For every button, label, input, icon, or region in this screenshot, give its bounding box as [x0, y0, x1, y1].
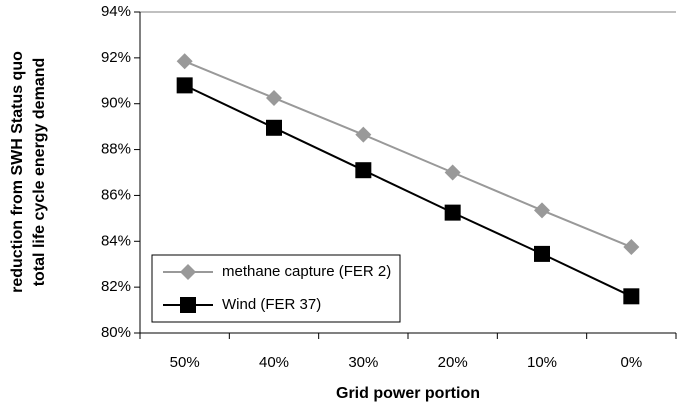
x-tick-label: 20%	[438, 354, 468, 371]
data-point	[623, 239, 640, 256]
data-point	[444, 164, 461, 181]
x-tick-label: 30%	[348, 354, 378, 371]
series-line	[184, 84, 632, 298]
y-tick-label: 92%	[101, 49, 131, 66]
x-tick-label: 40%	[259, 354, 289, 371]
x-axis-title: Grid power portion	[336, 385, 480, 402]
x-tick-label: 50%	[170, 354, 200, 371]
series-line	[184, 60, 632, 248]
y-tick-label: 80%	[101, 324, 131, 341]
data-point	[355, 126, 372, 143]
data-point	[176, 77, 193, 94]
y-tick-label: 88%	[101, 141, 131, 158]
y-tick-label: 82%	[101, 278, 131, 295]
data-point	[623, 288, 640, 305]
y-tick-label: 94%	[101, 3, 131, 20]
y-tick-label: 90%	[101, 95, 131, 112]
legend-label: Wind (FER 37)	[222, 296, 321, 313]
data-point	[176, 53, 193, 70]
data-point	[444, 204, 461, 221]
x-tick-label: 0%	[620, 354, 642, 371]
y-axis-title: total life cycle energy demand	[31, 58, 48, 287]
y-tick-label: 86%	[101, 186, 131, 203]
data-point	[534, 245, 550, 262]
data-point	[266, 119, 282, 136]
y-axis-title: reduction from SWH Status quo	[9, 51, 26, 293]
y-tick-label: 84%	[101, 232, 131, 249]
x-tick-label: 10%	[527, 354, 557, 371]
data-point	[534, 202, 550, 219]
legend-marker	[180, 297, 196, 313]
legend-label: methane capture (FER 2)	[222, 263, 391, 280]
data-point	[266, 89, 282, 106]
legend-marker	[180, 264, 196, 280]
data-point	[355, 162, 372, 179]
